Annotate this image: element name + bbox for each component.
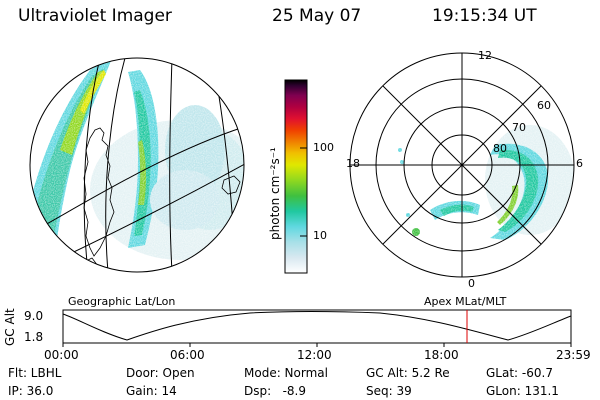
info-door: Door: Open — [126, 366, 195, 380]
timeline-xtick-1800: 18:00 — [424, 348, 459, 362]
timeline-xtick-1200: 12:00 — [297, 348, 332, 362]
mlat-label-60: 60 — [537, 99, 551, 112]
app-title: Ultraviolet Imager — [18, 6, 172, 26]
info-flt: Flt: LBHL — [8, 366, 62, 380]
colorbar-unit-label: photon cm⁻²s⁻¹ — [268, 147, 282, 240]
geographic-panel-label: Geographic Lat/Lon — [68, 295, 176, 308]
mlat-label-70: 70 — [512, 121, 526, 134]
apex-panel-label: Apex MLat/MLT — [424, 295, 507, 308]
info-mode: Mode: Normal — [244, 366, 328, 380]
date-label: 25 May 07 — [272, 6, 362, 26]
timeline-xtick-0000: 00:00 — [44, 348, 79, 362]
mlat-label-80: 80 — [493, 142, 507, 155]
mlt-label-18: 18 — [346, 157, 360, 170]
info-gain: Gain: 14 — [126, 384, 177, 398]
info-glon: GLon: 131.1 — [486, 384, 559, 398]
mlt-label-6: 6 — [576, 157, 583, 170]
timeline-frame — [62, 309, 572, 344]
mlt-label-12: 12 — [478, 49, 492, 62]
polar-image — [350, 53, 574, 277]
timeline-ticks — [62, 343, 572, 347]
info-dsp: Dsp: -8.9 — [244, 384, 307, 398]
geographic-frame — [29, 57, 245, 273]
colorbar — [284, 79, 308, 274]
timeline-ytick-high: 9.0 — [24, 309, 44, 323]
timeline-xtick-2359: 23:59 — [556, 348, 591, 362]
colorbar-tick-label-100: 100 — [313, 141, 334, 154]
timeline-ylabel: GC Alt — [3, 308, 17, 346]
time-label: 19:15:34 UT — [432, 6, 537, 26]
polar-frame — [349, 52, 575, 278]
timeline-xtick-0600: 06:00 — [170, 348, 205, 362]
timeline-ytick-low: 1.8 — [24, 330, 44, 344]
colorbar-tick-label-10: 10 — [313, 229, 327, 242]
info-glat: GLat: -60.7 — [486, 366, 553, 380]
timeline-altitude-curve — [62, 311, 572, 341]
info-seq: Seq: 39 — [366, 384, 412, 398]
info-gc-alt: GC Alt: 5.2 Re — [366, 366, 450, 380]
info-ip: IP: 36.0 — [8, 384, 54, 398]
geographic-image — [30, 58, 244, 272]
mlt-label-0: 0 — [468, 277, 475, 290]
